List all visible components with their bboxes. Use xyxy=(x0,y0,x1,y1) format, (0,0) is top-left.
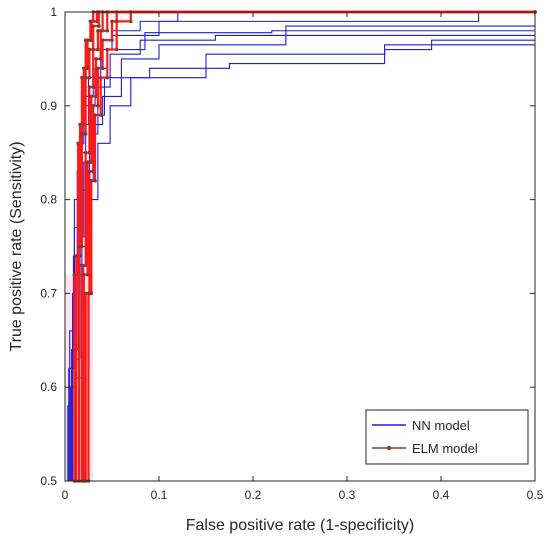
legend-label-elm: ELM model xyxy=(412,441,478,456)
x-tick-label: 0 xyxy=(62,488,69,502)
y-tick-label: 0.6 xyxy=(40,380,57,394)
elm-roc-marker xyxy=(98,113,103,117)
legend-box xyxy=(365,409,529,465)
legend-label-nn: NN model xyxy=(412,418,470,433)
x-tick-label: 0.5 xyxy=(527,488,544,502)
elm-roc-marker xyxy=(91,47,95,52)
y-tick-label: 0.7 xyxy=(40,286,57,300)
elm-roc-marker xyxy=(80,132,84,136)
elm-roc-marker xyxy=(83,132,88,136)
elm-roc-marker xyxy=(89,19,94,24)
elm-roc-marker xyxy=(98,75,103,80)
y-tick-label: 0.5 xyxy=(40,474,57,488)
elm-roc-marker xyxy=(87,85,92,89)
x-tick-label: 0.4 xyxy=(433,488,450,502)
elm-roc-marker xyxy=(110,19,114,24)
elm-roc-marker xyxy=(114,47,119,52)
y-tick-label: 0.8 xyxy=(40,193,57,207)
tick-layer: 0 0.1 0.2 0.3 0.4 0.5 0.5 0.6 0.7 0.8 0.9 1 xyxy=(40,5,543,502)
y-tick-label: 1 xyxy=(50,5,57,19)
legend-marker-elm xyxy=(386,445,392,451)
elm-roc-marker xyxy=(80,263,84,268)
elm-roc-marker xyxy=(82,66,86,71)
elm-roc-marker xyxy=(83,291,88,296)
elm-roc-marker xyxy=(96,28,100,33)
x-tick-label: 0.1 xyxy=(151,488,168,502)
elm-roc-marker xyxy=(98,28,103,33)
elm-roc-marker xyxy=(77,244,81,249)
x-tick-label: 0.3 xyxy=(339,488,356,502)
legend: NN model ELM model xyxy=(365,409,529,465)
elm-roc-marker xyxy=(91,24,95,28)
axes-background xyxy=(65,12,535,481)
plot-area: 0 0.1 0.2 0.3 0.4 0.5 0.5 0.6 0.7 0.8 0.9 1 xyxy=(40,5,543,502)
elm-roc-marker xyxy=(78,122,82,127)
elm-roc-marker xyxy=(105,47,110,52)
elm-roc-marker xyxy=(89,94,94,99)
elm-roc-marker xyxy=(87,75,92,80)
elm-roc-marker xyxy=(89,291,94,296)
elm-roc-marker xyxy=(82,272,86,277)
elm-roc-marker xyxy=(94,57,98,61)
elm-roc-marker xyxy=(91,104,95,108)
axes-frame xyxy=(64,11,536,482)
x-tick-label: 0.2 xyxy=(245,488,262,502)
elm-roc-marker xyxy=(87,169,92,174)
elm-roc-marker xyxy=(129,19,133,24)
elm-roc-marker xyxy=(93,113,97,117)
elm-roc-marker xyxy=(93,179,97,183)
elm-roc-marker xyxy=(114,19,119,24)
x-axis-label: False positive rate (1-specificity) xyxy=(186,517,415,534)
elm-roc-marker xyxy=(96,47,100,52)
elm-roc-marker xyxy=(89,179,94,183)
series-layer xyxy=(65,10,537,483)
elm-roc-marker xyxy=(74,254,79,258)
elm-roc-marker xyxy=(100,38,105,42)
elm-roc-marker xyxy=(87,47,92,52)
elm-roc-marker xyxy=(105,28,110,33)
elm-roc-marker xyxy=(97,24,101,28)
elm-roc-marker xyxy=(80,244,84,249)
elm-roc-marker xyxy=(110,38,114,42)
elm-roc-marker xyxy=(105,75,110,80)
y-tick-label: 0.9 xyxy=(40,99,57,113)
elm-roc-marker xyxy=(86,291,91,296)
elm-roc-marker xyxy=(100,66,105,71)
elm-roc-marker xyxy=(85,160,90,164)
elm-roc-marker xyxy=(96,66,100,71)
elm-roc-marker xyxy=(83,150,88,155)
elm-roc-marker xyxy=(83,75,88,80)
elm-roc-marker xyxy=(91,85,95,89)
y-axis-label: True positive rate (Sensitivity) xyxy=(8,141,25,351)
elm-roc-marker xyxy=(96,104,100,108)
elm-roc-marker xyxy=(85,38,90,42)
